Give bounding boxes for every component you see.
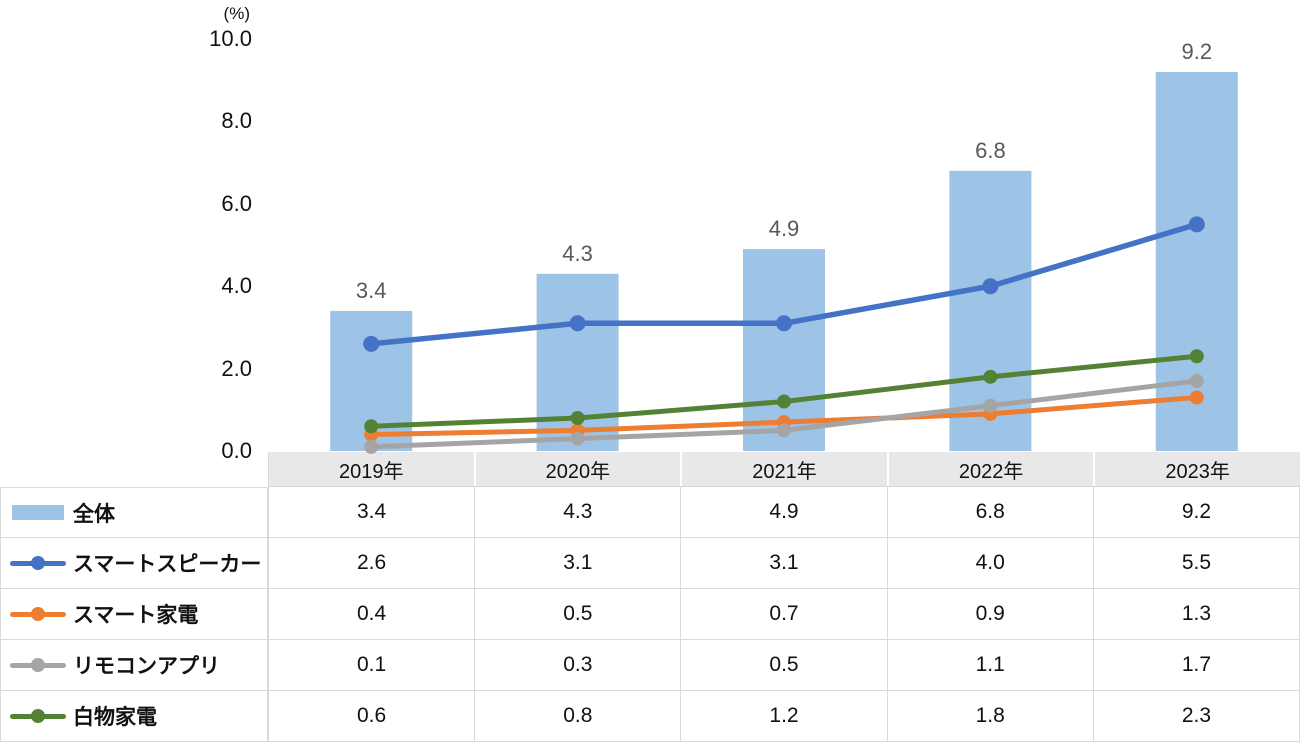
point-リモコンアプリ-2023年 [1189, 373, 1204, 388]
point-スマート家電-2021年 [777, 415, 791, 430]
table-cell: 2.6 [268, 538, 476, 589]
table-cell: 3.1 [681, 538, 888, 589]
line-スマート家電 [368, 394, 1200, 438]
point-白物家電-2022年 [983, 369, 998, 384]
table-row-shiromono-kaden: 0.6 0.8 1.2 1.8 2.3 [268, 691, 1300, 742]
x-axis-header-row: 2019年 2020年 2021年 2022年 2023年 [268, 452, 1300, 487]
table-cell: 0.1 [268, 640, 476, 691]
table-cell: 1.3 [1093, 589, 1300, 640]
table-cell: 0.9 [887, 589, 1094, 640]
table-cell: 0.5 [681, 640, 888, 691]
table-cell: 6.8 [887, 487, 1094, 538]
x-header-2019: 2019年 [339, 460, 404, 483]
line-白物家電 [368, 353, 1200, 429]
table-cell: 5.5 [1093, 538, 1300, 589]
table-cell: 1.1 [887, 640, 1094, 691]
table-cell: 0.5 [475, 589, 682, 640]
legend-row-smart-kaden: スマート家電 [0, 589, 268, 640]
legend-row-zentai: 全体 [0, 487, 268, 538]
table-cell: 0.8 [475, 691, 682, 742]
table-row-smart-kaden: 0.4 0.5 0.7 0.9 1.3 [268, 589, 1300, 640]
legend-label: スマートスピーカー [73, 553, 262, 576]
y-tick-2: 2.0 [221, 355, 252, 381]
point-リモコンアプリ-2021年 [777, 423, 791, 438]
bar-2020年 [536, 273, 619, 451]
table-cell: 4.9 [681, 487, 888, 538]
x-header-2022: 2022年 [886, 452, 1094, 486]
line-marker-swatch-icon [9, 602, 67, 626]
bar-2022年 [949, 170, 1032, 451]
bar-data-label-2022年: 6.8 [975, 138, 1006, 163]
legend-label: 白物家電 [73, 706, 157, 729]
table-cell: 0.4 [268, 589, 476, 640]
table-cell: 2.3 [1093, 691, 1300, 742]
table-cell: 4.0 [887, 538, 1094, 589]
legend-column: 全体 スマートスピーカー スマート家電 リモコンアプリ 白物家電 [0, 487, 268, 742]
y-tick-0: 0.0 [221, 438, 252, 463]
bar-2021年 [743, 249, 825, 451]
bar-2019年 [330, 310, 413, 451]
table-row-smart-speaker: 2.6 3.1 3.1 4.0 5.5 [268, 538, 1300, 589]
bar-data-label-2020年: 4.3 [562, 241, 593, 266]
table-cell: 1.2 [681, 691, 888, 742]
line-marker-swatch-icon [9, 653, 67, 677]
table-cell: 1.8 [887, 691, 1094, 742]
table-row-remocon-app: 0.1 0.3 0.5 1.1 1.7 [268, 640, 1300, 691]
line-リモコンアプリ [368, 378, 1200, 450]
point-スマートスピーカー-2021年 [776, 315, 792, 332]
line-marker-swatch-icon [9, 704, 67, 728]
data-table: 3.4 4.3 4.9 6.8 9.2 2.6 3.1 3.1 4.0 5.5 … [268, 487, 1300, 742]
point-スマートスピーカー-2020年 [569, 315, 586, 332]
x-header-2020: 2020年 [473, 452, 681, 486]
x-header-2021: 2021年 [680, 452, 887, 486]
table-cell: 1.7 [1093, 640, 1300, 691]
table-row-zentai: 3.4 4.3 4.9 6.8 9.2 [268, 487, 1300, 538]
table-cell: 4.3 [475, 487, 682, 538]
point-白物家電-2020年 [570, 411, 585, 426]
line-marker-swatch-icon [9, 551, 67, 575]
bar-2023年 [1155, 71, 1238, 452]
bar-swatch-icon [9, 501, 67, 525]
table-cell: 0.3 [475, 640, 682, 691]
plot-area: 3.4 4.3 4.9 6.8 9.2 [330, 39, 1238, 454]
table-cell: 0.6 [268, 691, 476, 742]
y-tick-10: 10.0 [209, 26, 252, 51]
point-スマート家電-2020年 [570, 423, 585, 438]
y-axis-unit-label: (%) [223, 4, 250, 23]
legend-row-remocon-app: リモコンアプリ [0, 640, 268, 691]
y-tick-6: 6.0 [221, 190, 252, 216]
point-スマートスピーカー-2022年 [982, 278, 999, 295]
bar-data-label-2023年: 9.2 [1182, 39, 1213, 64]
x-header-2023: 2023年 [1093, 452, 1300, 486]
bar-data-label-2019年: 3.4 [356, 278, 387, 303]
point-リモコンアプリ-2022年 [983, 398, 998, 413]
point-リモコンアプリ-2020年 [570, 431, 585, 446]
point-白物家電-2021年 [777, 394, 791, 409]
legend-label: 全体 [73, 502, 115, 526]
table-cell: 9.2 [1093, 487, 1300, 538]
y-tick-8: 8.0 [221, 108, 252, 134]
point-スマートスピーカー-2019年 [363, 335, 380, 352]
table-cell: 3.4 [268, 487, 476, 538]
point-スマート家電-2022年 [983, 406, 998, 421]
table-cell: 0.7 [681, 589, 888, 640]
line-スマートスピーカー [368, 221, 1200, 347]
point-スマートスピーカー-2023年 [1188, 216, 1205, 233]
y-tick-4: 4.0 [221, 273, 252, 299]
point-スマート家電-2019年 [364, 427, 379, 442]
point-白物家電-2019年 [364, 419, 379, 434]
bar-data-label-2021年: 4.9 [769, 216, 800, 241]
table-cell: 3.1 [475, 538, 682, 589]
legend-label: スマート家電 [73, 604, 199, 627]
point-スマート家電-2023年 [1189, 390, 1204, 405]
legend-row-shiromono-kaden: 白物家電 [0, 691, 268, 742]
legend-row-smart-speaker: スマートスピーカー [0, 538, 268, 589]
point-白物家電-2023年 [1189, 349, 1204, 364]
legend-label: リモコンアプリ [73, 655, 220, 678]
